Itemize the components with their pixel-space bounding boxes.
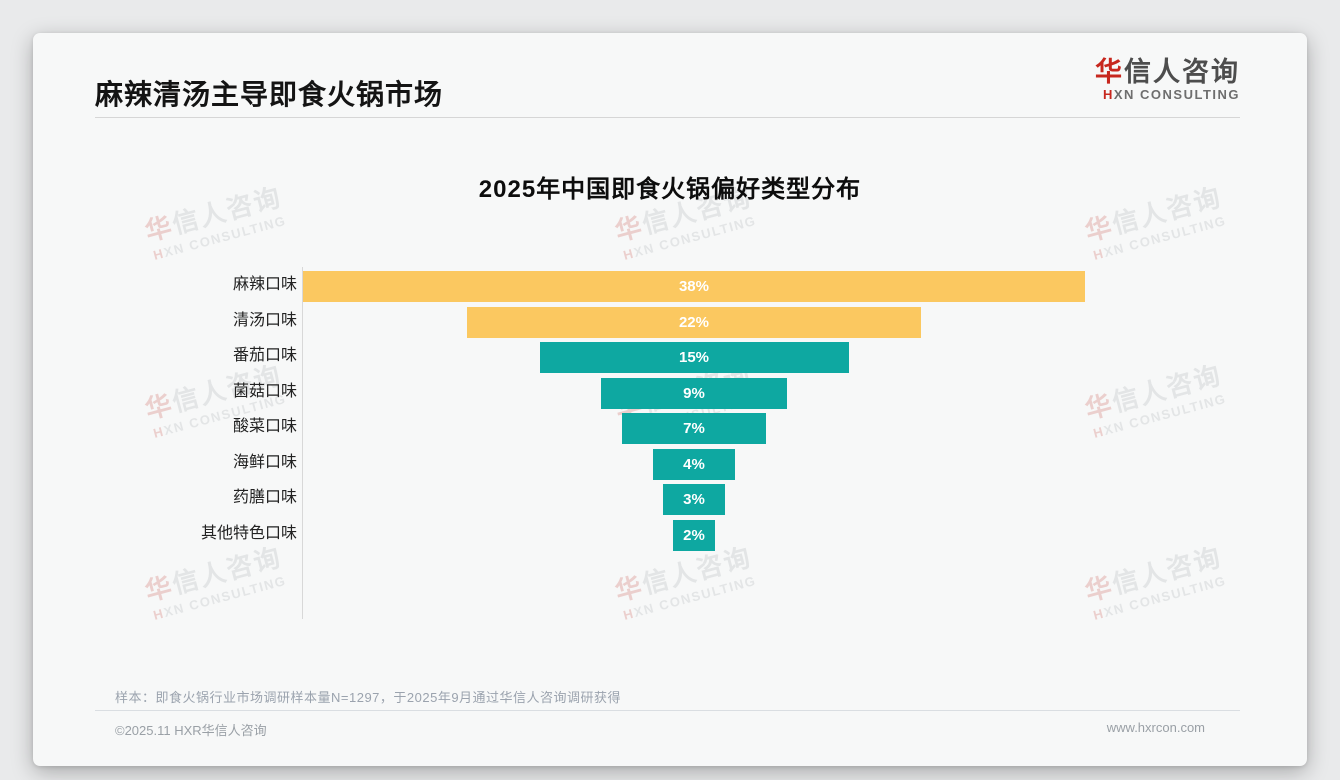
page-title: 麻辣清汤主导即食火锅市场 <box>95 79 444 110</box>
logo-en-rest: XN CONSULTING <box>1113 87 1240 102</box>
website-url: www.hxrcon.com <box>1106 720 1205 735</box>
funnel-row: 酸菜口味 7% <box>33 411 1307 446</box>
sample-footnote: 样本：即食火锅行业市场调研样本量N=1297，于2025年9月通过华信人咨询调研… <box>115 690 622 705</box>
funnel-row: 清汤口味 22% <box>33 305 1307 340</box>
logo-cn-first-char: 华 <box>1095 57 1124 87</box>
funnel-row: 菌菇口味 9% <box>33 376 1307 411</box>
funnel-bar: 22% <box>467 306 921 338</box>
category-label: 番茄口味 <box>232 347 297 364</box>
y-axis-line <box>302 267 303 619</box>
footer-divider <box>95 710 1240 711</box>
category-label: 清汤口味 <box>232 311 297 329</box>
funnel-row: 药膳口味 3% <box>33 482 1307 517</box>
company-logo: 华信人咨询 HXN CONSULTING <box>1095 57 1240 103</box>
funnel-bar: 15% <box>539 342 849 373</box>
funnel-row: 其他特色口味 2% <box>33 518 1307 553</box>
funnel-chart: 麻辣口味 38% 清汤口味 22% 番茄口味 15% 菌菇口味 9% 酸菜口味 7% 海鲜口味 4% 药… <box>33 33 1307 766</box>
logo-en-text: HXN CONSULTING <box>1095 87 1240 103</box>
funnel-row: 海鲜口味 4% <box>33 447 1307 482</box>
funnel-row: 麻辣口味 38% <box>33 269 1307 304</box>
category-label: 其他特色口味 <box>200 524 297 542</box>
logo-cn-text: 华信人咨询 <box>1095 57 1240 87</box>
category-label: 药膳口味 <box>232 489 297 506</box>
funnel-bar: 3% <box>663 484 725 515</box>
funnel-bar: 4% <box>652 448 736 480</box>
copyright-text: ©2025.11 HXR华信人咨询 <box>115 723 267 738</box>
chart-title: 2025年中国即食火锅偏好类型分布 <box>478 176 862 203</box>
logo-en-first-char: H <box>1102 87 1114 102</box>
header-divider <box>95 117 1240 118</box>
funnel-bar: 2% <box>673 519 715 551</box>
category-label: 菌菇口味 <box>232 382 297 400</box>
funnel-bar: 38% <box>302 271 1086 302</box>
funnel-bar: 7% <box>621 413 767 444</box>
funnel-row: 番茄口味 15% <box>33 340 1307 375</box>
category-label: 海鲜口味 <box>232 453 297 471</box>
logo-cn-rest: 信人咨询 <box>1124 57 1240 87</box>
funnel-bar: 9% <box>601 377 787 409</box>
category-label: 酸菜口味 <box>232 418 297 435</box>
report-card: 麻辣清汤主导即食火锅市场 华信人咨询 HXN CONSULTING 2025年中… <box>33 33 1307 766</box>
category-label: 麻辣口味 <box>232 276 297 293</box>
